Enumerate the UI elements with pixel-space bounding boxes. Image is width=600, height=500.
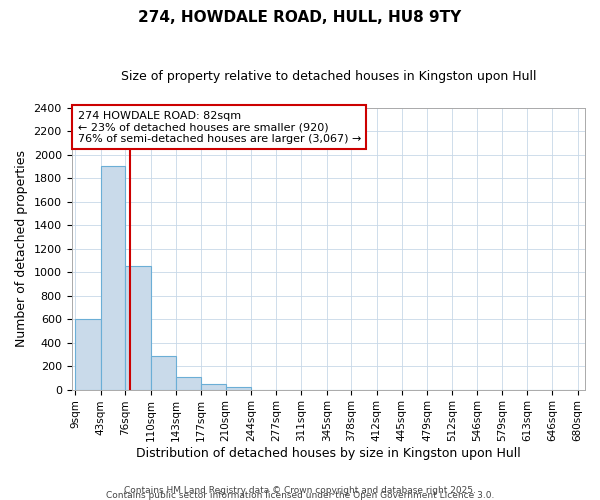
Bar xyxy=(125,266,151,390)
Title: Size of property relative to detached houses in Kingston upon Hull: Size of property relative to detached ho… xyxy=(121,70,536,83)
Bar xyxy=(201,384,226,390)
Bar xyxy=(226,387,251,390)
X-axis label: Distribution of detached houses by size in Kingston upon Hull: Distribution of detached houses by size … xyxy=(136,447,521,460)
Bar xyxy=(101,166,125,390)
Bar xyxy=(151,356,176,390)
Bar xyxy=(75,319,101,390)
Text: 274, HOWDALE ROAD, HULL, HU8 9TY: 274, HOWDALE ROAD, HULL, HU8 9TY xyxy=(139,10,461,25)
Text: Contains public sector information licensed under the Open Government Licence 3.: Contains public sector information licen… xyxy=(106,491,494,500)
Bar xyxy=(176,376,201,390)
Y-axis label: Number of detached properties: Number of detached properties xyxy=(15,150,28,347)
Text: Contains HM Land Registry data © Crown copyright and database right 2025.: Contains HM Land Registry data © Crown c… xyxy=(124,486,476,495)
Text: 274 HOWDALE ROAD: 82sqm
← 23% of detached houses are smaller (920)
76% of semi-d: 274 HOWDALE ROAD: 82sqm ← 23% of detache… xyxy=(77,110,361,144)
